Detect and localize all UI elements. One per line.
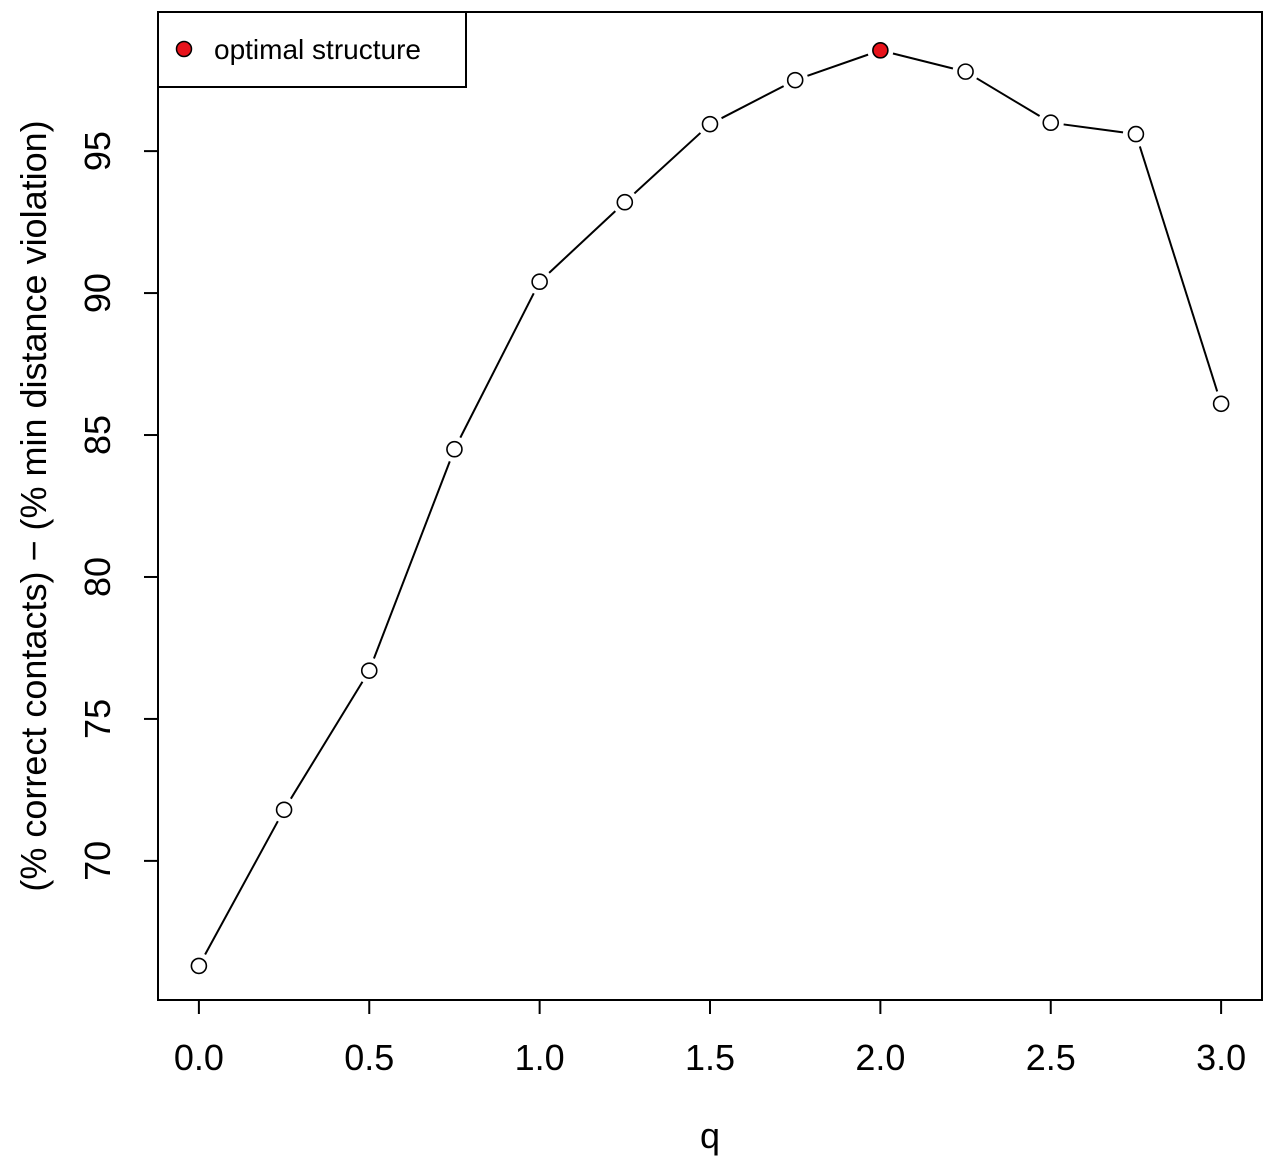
plot-frame	[157, 11, 1263, 1001]
data-point	[190, 957, 208, 975]
legend-marker	[175, 40, 193, 58]
series-segment	[807, 53, 869, 77]
x-tick-label: 1.5	[685, 1037, 735, 1078]
y-tick-label: 80	[77, 557, 118, 597]
series-segment	[548, 210, 616, 274]
legend-label: optimal structure	[214, 34, 421, 65]
y-tick-label: 90	[77, 273, 118, 313]
data-point	[786, 71, 804, 89]
series-line	[204, 52, 1219, 955]
y-axis-title: (% correct contacts) − (% min distance v…	[13, 120, 54, 891]
series-segment	[721, 85, 785, 120]
y-tick-label: 95	[77, 131, 118, 171]
y-tick-label: 75	[77, 699, 118, 739]
data-point	[616, 193, 634, 211]
x-tick-label: 1.0	[515, 1037, 565, 1078]
legend-box	[157, 11, 467, 88]
series-segment	[372, 460, 451, 659]
data-point	[1127, 125, 1145, 143]
series-segment	[892, 52, 954, 70]
series-segment	[204, 820, 279, 955]
x-axis-title: q	[700, 1115, 720, 1156]
series-points	[190, 42, 1230, 975]
series-segment	[1063, 123, 1124, 134]
x-tick-label: 0.5	[344, 1037, 394, 1078]
x-tick-label: 2.0	[855, 1037, 905, 1078]
optimal-point	[872, 42, 889, 59]
data-point	[1042, 114, 1060, 132]
x-axis: 0.0 0.5 1.0 1.5 2.0 2.5 3.0	[174, 999, 1246, 1078]
data-point	[957, 63, 974, 80]
series-segment	[290, 681, 364, 800]
x-tick-label: 2.5	[1026, 1037, 1076, 1078]
data-point	[360, 662, 378, 679]
legend: optimal structure	[157, 11, 467, 88]
data-point	[275, 801, 293, 819]
y-tick-label: 70	[77, 841, 118, 881]
series-segment	[633, 132, 702, 195]
data-point	[1212, 395, 1230, 413]
y-axis: 70 75 80 85 90 95	[77, 131, 159, 881]
series-segment	[459, 292, 535, 439]
data-point	[701, 115, 719, 133]
data-point	[446, 440, 463, 458]
x-tick-label: 0.0	[174, 1037, 224, 1078]
series-segment	[1138, 146, 1219, 392]
data-point	[531, 273, 548, 291]
series-segment	[976, 77, 1041, 117]
y-tick-label: 85	[77, 415, 118, 455]
x-tick-label: 3.0	[1196, 1037, 1246, 1078]
